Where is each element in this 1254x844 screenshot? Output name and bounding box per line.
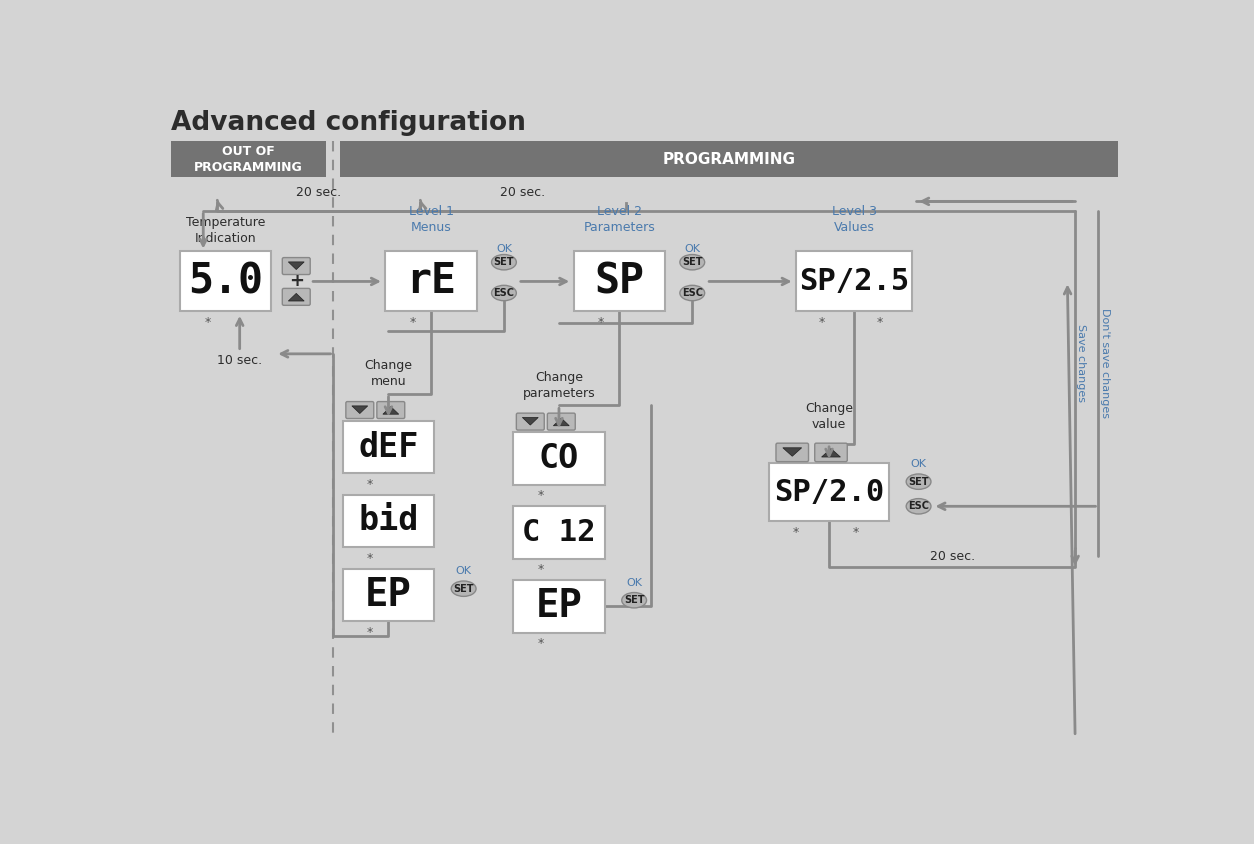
Ellipse shape [492,285,517,300]
Text: OK: OK [495,244,512,254]
Text: *: * [367,478,374,491]
FancyBboxPatch shape [776,443,809,462]
Text: 20 sec.: 20 sec. [929,550,974,563]
Text: *: * [410,316,416,329]
Text: SET: SET [494,257,514,268]
Ellipse shape [907,499,930,514]
Text: 10 sec.: 10 sec. [217,354,262,367]
Bar [342,421,434,473]
FancyBboxPatch shape [377,402,405,419]
Polygon shape [288,262,305,269]
Text: Change
parameters: Change parameters [523,371,596,400]
Text: +: + [288,273,303,290]
Bar [340,141,1117,176]
Polygon shape [382,407,399,414]
Text: CO: CO [539,442,579,475]
Text: *: * [204,316,211,329]
Polygon shape [782,448,801,457]
Text: Change
menu: Change menu [365,360,413,388]
Text: 5.0: 5.0 [188,261,263,302]
Text: SET: SET [624,595,645,605]
Text: *: * [598,316,604,329]
Text: rE: rE [406,261,456,302]
Polygon shape [352,406,367,414]
Text: bid: bid [359,505,419,538]
Text: *: * [819,316,825,329]
Bar [385,252,477,311]
Text: dEF: dEF [359,430,419,463]
Bar [796,252,913,311]
FancyBboxPatch shape [815,443,848,462]
Ellipse shape [907,474,930,490]
FancyBboxPatch shape [517,413,544,430]
Polygon shape [821,448,840,457]
FancyBboxPatch shape [282,257,310,274]
Text: EP: EP [535,587,582,625]
Text: *: * [538,563,544,576]
Text: 20 sec.: 20 sec. [296,186,341,199]
Text: *: * [793,526,799,538]
Ellipse shape [680,285,705,300]
Polygon shape [288,294,305,301]
Ellipse shape [680,255,705,270]
Text: *: * [538,637,544,650]
Text: OK: OK [626,578,642,588]
Bar [513,580,604,633]
Text: Level 1
Menus: Level 1 Menus [409,205,454,235]
Text: SET: SET [454,584,474,593]
Text: *: * [853,526,859,538]
Text: ESC: ESC [494,288,514,298]
Text: Change
value: Change value [805,402,853,430]
Bar [769,463,889,521]
Bar [342,495,434,547]
Polygon shape [553,418,569,425]
Text: SET: SET [682,257,702,268]
Text: PROGRAMMING: PROGRAMMING [662,152,795,166]
Text: SET: SET [908,477,929,487]
Text: ESC: ESC [682,288,702,298]
Text: Save changes: Save changes [1076,324,1086,402]
Text: *: * [367,625,374,639]
Text: *: * [367,552,374,565]
Text: OK: OK [455,566,472,576]
Text: ESC: ESC [908,501,929,511]
Bar [181,252,271,311]
Text: SP/2.5: SP/2.5 [799,267,909,296]
Text: *: * [538,490,544,502]
Ellipse shape [622,592,647,608]
Text: EP: EP [365,576,411,614]
Text: OK: OK [910,459,927,469]
Bar [342,569,434,621]
Ellipse shape [451,581,477,597]
Text: C 12: C 12 [522,518,596,547]
Text: Level 3
Values: Level 3 Values [831,205,877,235]
Text: Advanced configuration: Advanced configuration [171,110,525,136]
Text: OUT OF
PROGRAMMING: OUT OF PROGRAMMING [194,144,302,174]
Polygon shape [523,418,538,425]
FancyBboxPatch shape [346,402,374,419]
Text: SP/2.0: SP/2.0 [774,478,884,506]
Bar [513,506,604,559]
Text: Temperature
Indication: Temperature Indication [186,216,266,246]
FancyBboxPatch shape [547,413,576,430]
Text: Level 2
Parameters: Level 2 Parameters [583,205,656,235]
Bar [171,141,326,176]
Bar [513,432,604,484]
Text: OK: OK [685,244,700,254]
Text: Don't save changes: Don't save changes [1100,308,1110,418]
Text: SP: SP [594,261,645,302]
Ellipse shape [492,255,517,270]
Bar [573,252,665,311]
FancyBboxPatch shape [282,289,310,306]
Text: *: * [877,316,883,329]
Text: 20 sec.: 20 sec. [500,186,545,199]
